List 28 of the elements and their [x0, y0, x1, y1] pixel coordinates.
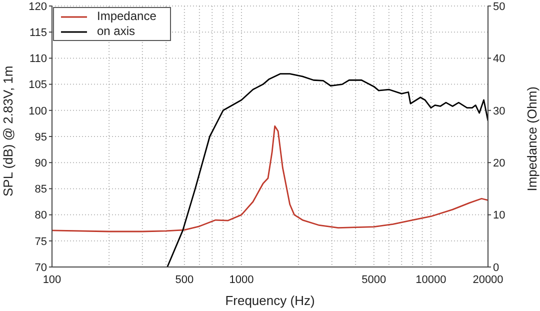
x-tick-label: 1000: [229, 274, 254, 286]
y2-tick-label: 20: [493, 158, 506, 170]
y2-tick-label: 0: [493, 262, 500, 274]
y-tick-label: 75: [34, 236, 47, 248]
y2-tick-label: 50: [493, 0, 506, 13]
y-axis-title: SPL (dB) @ 2.83V, 1m: [0, 66, 16, 196]
y-tick-label: 80: [34, 210, 47, 222]
legend-label: Impedance: [97, 9, 156, 24]
y2-tick-label: 10: [493, 210, 506, 222]
y-tick-label: 95: [34, 131, 47, 144]
y2-tick-label: 40: [493, 53, 506, 66]
y-tick-label: 110: [29, 53, 47, 66]
y-tick-label: 100: [28, 105, 47, 118]
y-tick-label: 115: [29, 27, 47, 40]
x-axis-title: Frequency (Hz): [225, 293, 315, 308]
y-tick-label: 85: [34, 184, 47, 196]
x-tick-label: 100: [42, 274, 62, 286]
legend-label: on axis: [97, 24, 136, 39]
y2-tick-label: 30: [493, 105, 506, 118]
x-tick-label: 20000: [472, 274, 504, 286]
x-tick-label: 500: [175, 274, 194, 286]
y2-axis-title: Impedance (Ohm): [524, 86, 540, 192]
x-tick-label: 10000: [416, 274, 446, 286]
y-tick-label: 105: [28, 79, 47, 92]
x-tick-label: 5000: [362, 274, 386, 286]
y-tick-label: 90: [34, 158, 47, 170]
y-tick-label: 70: [34, 262, 47, 274]
y-tick-label: 120: [28, 0, 47, 13]
